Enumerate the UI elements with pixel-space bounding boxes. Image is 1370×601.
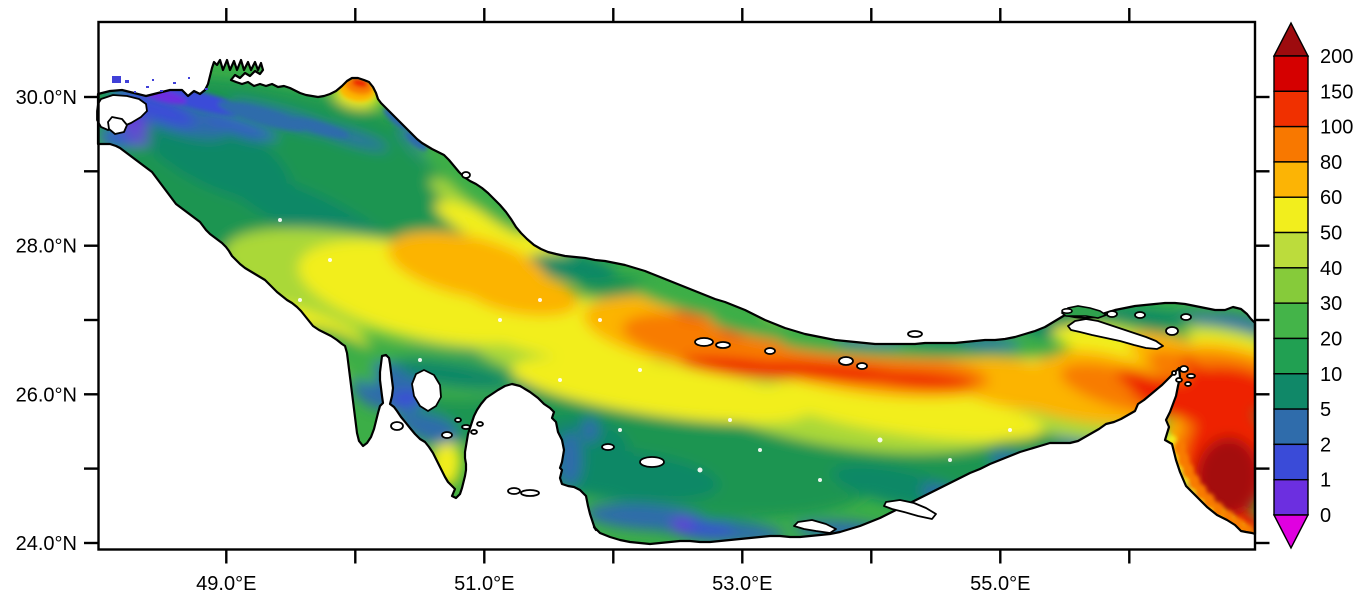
svg-text:24.0°N: 24.0°N — [16, 533, 77, 555]
svg-text:2: 2 — [1320, 434, 1331, 456]
svg-text:30: 30 — [1320, 293, 1342, 315]
svg-text:60: 60 — [1320, 187, 1342, 209]
svg-text:80: 80 — [1320, 152, 1342, 174]
svg-text:1: 1 — [1320, 470, 1331, 492]
svg-text:100: 100 — [1320, 117, 1353, 139]
svg-text:51.0°E: 51.0°E — [454, 573, 514, 595]
svg-text:49.0°E: 49.0°E — [196, 573, 256, 595]
svg-text:20: 20 — [1320, 329, 1342, 351]
svg-text:50: 50 — [1320, 223, 1342, 245]
svg-text:150: 150 — [1320, 81, 1353, 103]
svg-text:26.0°N: 26.0°N — [16, 384, 77, 406]
svg-text:0: 0 — [1320, 505, 1331, 527]
svg-text:10: 10 — [1320, 364, 1342, 386]
svg-text:28.0°N: 28.0°N — [16, 236, 77, 258]
svg-text:40: 40 — [1320, 258, 1342, 280]
svg-text:55.0°E: 55.0°E — [970, 573, 1030, 595]
svg-text:5: 5 — [1320, 399, 1331, 421]
svg-text:30.0°N: 30.0°N — [16, 87, 77, 109]
svg-text:53.0°E: 53.0°E — [712, 573, 772, 595]
svg-text:200: 200 — [1320, 46, 1353, 68]
